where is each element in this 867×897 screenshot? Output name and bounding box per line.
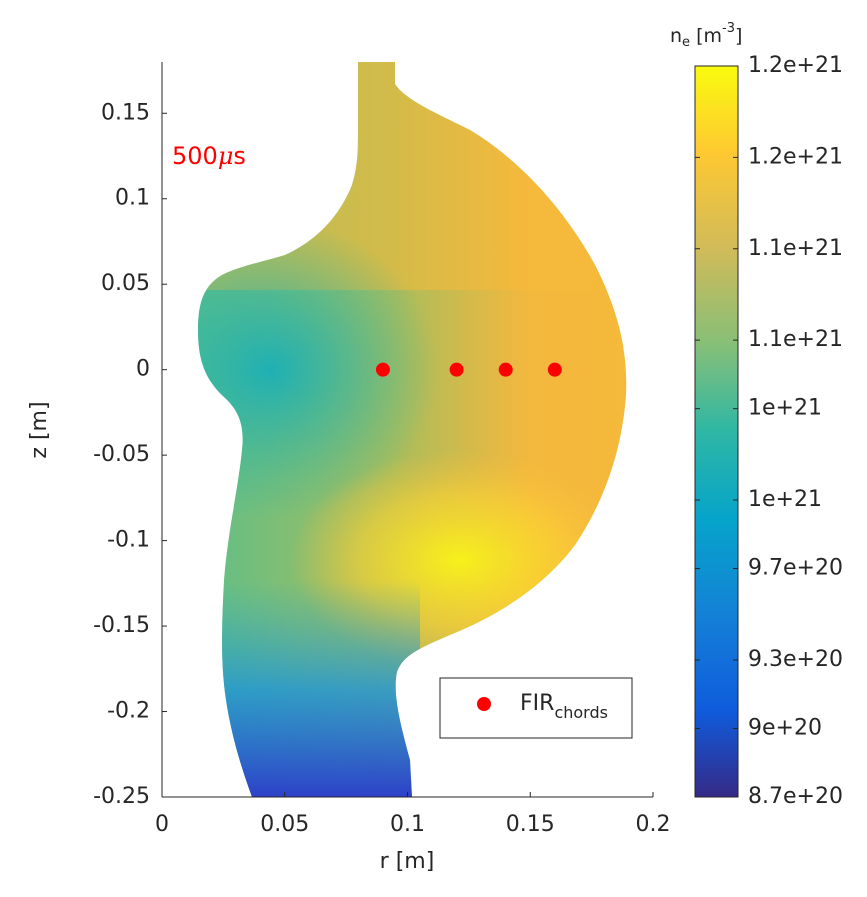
legend-marker — [477, 697, 491, 711]
y-tick-label: 0.05 — [101, 271, 150, 296]
fir-chord-point — [375, 362, 390, 377]
fir-chord-point — [498, 362, 513, 377]
colorbar-tick-label: 1.2e+21 — [748, 144, 843, 169]
colorbar-tick-label: 9e+20 — [748, 715, 822, 740]
colorbar-tick-label: 1.1e+21 — [748, 236, 843, 261]
colorbar-tick-label: 1e+21 — [748, 487, 822, 512]
legend — [439, 677, 633, 739]
colorbar-tick-label: 1.2e+21 — [748, 53, 843, 78]
legend-label: FIRchords — [520, 691, 608, 722]
x-tick-label: 0.05 — [260, 812, 309, 837]
y-tick-label: -0.1 — [107, 528, 150, 553]
y-tick-label: -0.25 — [93, 784, 150, 809]
annotation: 500μs — [172, 142, 246, 171]
colorbar-tick-label: 1.1e+21 — [748, 327, 843, 352]
colorbar-tick-label: 1e+21 — [748, 396, 822, 421]
y-tick-label: -0.15 — [93, 613, 150, 638]
y-tick-label: -0.2 — [107, 699, 150, 724]
colorbar-tick-label: 9.3e+20 — [748, 647, 843, 672]
colorbar-tick-label: 9.7e+20 — [748, 556, 843, 581]
y-axis-label: z [m] — [27, 401, 52, 458]
x-axis-label: r [m] — [380, 849, 435, 874]
fir-chord-point — [449, 362, 464, 377]
fir-chord-point — [547, 362, 562, 377]
y-tick-label: 0.1 — [115, 186, 150, 211]
colorbar-tick-label: 8.7e+20 — [748, 784, 843, 809]
y-tick-label: -0.05 — [93, 442, 150, 467]
y-tick-label: 0.15 — [101, 100, 150, 125]
x-tick-label: 0.2 — [636, 812, 671, 837]
x-tick-label: 0.15 — [506, 812, 555, 837]
y-tick-label: 0 — [136, 357, 150, 382]
colorbar-frame — [694, 65, 739, 798]
colorbar — [695, 66, 738, 797]
colorbar-label: ne [m-3] — [670, 21, 742, 50]
x-tick-label: 0.1 — [390, 812, 425, 837]
x-tick-label: 0 — [155, 812, 169, 837]
